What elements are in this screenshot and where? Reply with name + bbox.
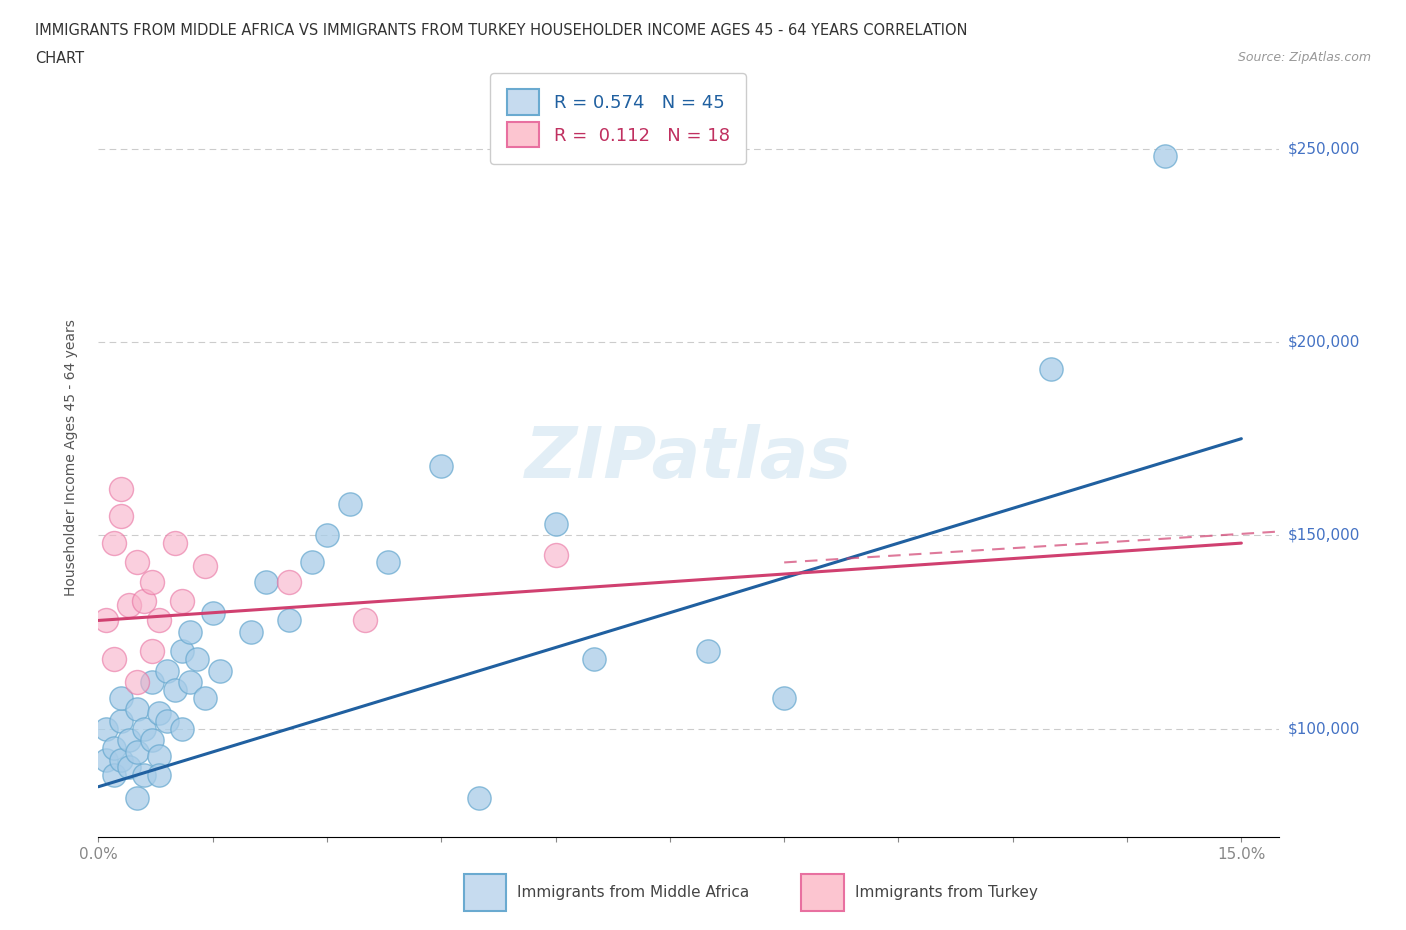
Text: $150,000: $150,000 <box>1288 528 1360 543</box>
FancyBboxPatch shape <box>801 874 844 911</box>
Point <box>179 625 201 640</box>
Point <box>201 605 224 620</box>
Point <box>141 733 163 748</box>
Point <box>110 509 132 524</box>
Point <box>148 706 170 721</box>
Point <box>103 740 125 755</box>
Point <box>172 722 194 737</box>
Point <box>301 555 323 570</box>
Point <box>186 652 208 667</box>
FancyBboxPatch shape <box>464 874 506 911</box>
Point <box>103 536 125 551</box>
Y-axis label: Householder Income Ages 45 - 64 years: Householder Income Ages 45 - 64 years <box>63 320 77 596</box>
Point <box>544 516 567 531</box>
Text: CHART: CHART <box>35 51 84 66</box>
Point <box>468 790 491 805</box>
Text: $200,000: $200,000 <box>1288 335 1360 350</box>
Point <box>118 760 141 775</box>
Text: Immigrants from Middle Africa: Immigrants from Middle Africa <box>517 885 749 900</box>
Point <box>148 613 170 628</box>
Point <box>110 752 132 767</box>
Text: $100,000: $100,000 <box>1288 722 1360 737</box>
Point <box>103 652 125 667</box>
Point <box>156 713 179 728</box>
Point <box>125 702 148 717</box>
Point <box>118 598 141 613</box>
Point <box>339 497 361 512</box>
Point <box>773 690 796 705</box>
Point <box>103 767 125 782</box>
Point <box>209 663 232 678</box>
Point <box>148 767 170 782</box>
Text: Source: ZipAtlas.com: Source: ZipAtlas.com <box>1237 51 1371 64</box>
Point <box>125 745 148 760</box>
Point <box>1154 149 1177 164</box>
Point <box>125 790 148 805</box>
Point <box>125 675 148 690</box>
Point <box>172 593 194 608</box>
Point <box>277 613 299 628</box>
Point <box>582 652 605 667</box>
Point <box>172 644 194 658</box>
Point <box>94 613 117 628</box>
Point <box>125 555 148 570</box>
Text: IMMIGRANTS FROM MIDDLE AFRICA VS IMMIGRANTS FROM TURKEY HOUSEHOLDER INCOME AGES : IMMIGRANTS FROM MIDDLE AFRICA VS IMMIGRA… <box>35 23 967 38</box>
Text: ZIPatlas: ZIPatlas <box>526 423 852 493</box>
Point <box>94 752 117 767</box>
Point <box>118 733 141 748</box>
Point <box>163 683 186 698</box>
Point <box>354 613 377 628</box>
Point <box>110 690 132 705</box>
Point <box>148 749 170 764</box>
Point <box>430 458 453 473</box>
Point <box>194 690 217 705</box>
Point <box>254 575 277 590</box>
Point <box>163 536 186 551</box>
Point <box>377 555 399 570</box>
Point <box>544 547 567 562</box>
Point <box>134 767 156 782</box>
Point <box>156 663 179 678</box>
Point <box>110 482 132 497</box>
Point <box>94 722 117 737</box>
Point <box>110 713 132 728</box>
Point <box>277 575 299 590</box>
Point <box>134 722 156 737</box>
Legend: R = 0.574   N = 45, R =  0.112   N = 18: R = 0.574 N = 45, R = 0.112 N = 18 <box>491 73 745 164</box>
Point <box>1039 362 1062 377</box>
Text: Immigrants from Turkey: Immigrants from Turkey <box>855 885 1038 900</box>
Point <box>697 644 720 658</box>
Text: $250,000: $250,000 <box>1288 141 1360 156</box>
Point <box>179 675 201 690</box>
Point <box>141 575 163 590</box>
Point <box>239 625 262 640</box>
Point <box>141 675 163 690</box>
Point <box>134 593 156 608</box>
Point <box>316 528 339 543</box>
Point <box>194 559 217 574</box>
Point <box>141 644 163 658</box>
